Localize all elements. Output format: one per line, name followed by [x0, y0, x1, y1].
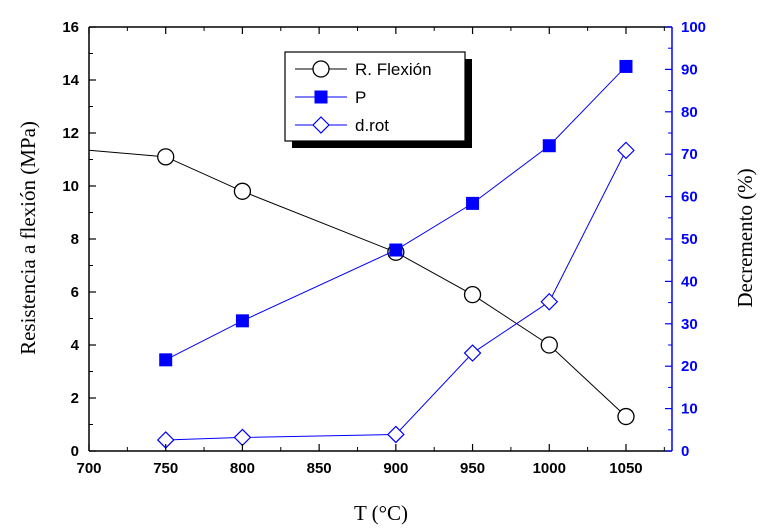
y-left-tick-label: 10	[62, 178, 79, 195]
y-right-tick-label: 40	[681, 273, 698, 290]
series-line	[165, 66, 627, 361]
x-tick-label: 900	[383, 460, 408, 477]
data-point	[466, 196, 480, 210]
series-2	[156, 141, 635, 449]
y-left-tick-label: 2	[71, 390, 79, 407]
series-line	[88, 149, 627, 417]
y-right-tick-label: 90	[681, 61, 698, 78]
legend-label: R. Flexión	[355, 60, 432, 79]
y-left-tick-label: 6	[71, 284, 79, 301]
data-point	[159, 353, 173, 367]
legend-marker	[314, 90, 328, 104]
series-layer	[88, 59, 635, 449]
series-line	[165, 150, 627, 441]
y-right-tick-label: 80	[681, 104, 698, 121]
y-left-tick-label: 12	[62, 125, 79, 142]
y-left-tick-label: 16	[62, 19, 79, 36]
y-right-tick-label: 30	[681, 316, 698, 333]
y-right-tick-label: 10	[681, 401, 698, 418]
ticks-layer: 700 750 800 850 900 950 1000 105002468101214160…	[62, 19, 706, 477]
y-left-axis-title: Resistencia a flexión (MPa)	[16, 121, 40, 355]
legend-marker	[312, 60, 330, 78]
x-tick-label: 800	[230, 460, 255, 477]
data-point	[389, 243, 403, 257]
x-tick-label: 850	[307, 460, 332, 477]
x-tick-label: 1050	[609, 460, 642, 477]
data-point	[235, 314, 249, 328]
data-point	[386, 425, 405, 444]
data-point	[463, 285, 482, 304]
data-point	[619, 59, 633, 73]
y-right-tick-label: 20	[681, 358, 698, 375]
legend-label: d.rot	[355, 116, 389, 135]
x-tick-label: 950	[460, 460, 485, 477]
y-left-tick-label: 8	[71, 231, 79, 248]
y-right-tick-label: 0	[681, 443, 689, 460]
data-point	[617, 407, 635, 426]
y-right-tick-label: 60	[681, 189, 698, 206]
y-left-tick-label: 0	[71, 443, 79, 460]
x-tick-label: 700	[76, 460, 101, 477]
y-right-tick-label: 50	[681, 231, 698, 248]
x-tick-label: 750	[153, 460, 178, 477]
series-0	[88, 148, 635, 426]
series-1	[159, 59, 633, 367]
data-point	[617, 141, 635, 160]
legend-label: P	[355, 88, 366, 107]
data-point	[540, 292, 559, 311]
y-left-tick-label: 14	[62, 72, 79, 89]
legend: R. Flexión Pd.rot	[284, 51, 472, 148]
y-right-axis-title: Decremento (%)	[733, 168, 757, 307]
y-left-tick-label: 4	[71, 337, 80, 354]
x-tick-label: 1000	[533, 460, 566, 477]
x-axis-title: T (°C)	[354, 501, 408, 525]
legend-marker	[312, 116, 330, 134]
y-right-tick-label: 70	[681, 146, 698, 163]
data-point	[463, 344, 482, 362]
data-point	[157, 148, 175, 166]
data-point	[542, 139, 556, 153]
data-point	[540, 336, 558, 354]
data-point	[233, 428, 252, 447]
y-right-tick-label: 100	[681, 19, 706, 36]
data-point	[233, 182, 252, 200]
